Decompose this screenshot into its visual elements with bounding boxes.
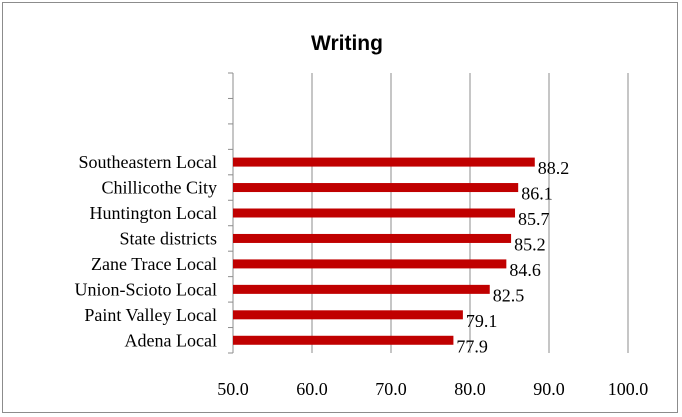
bar-3: [233, 208, 516, 218]
category-label-2: Chillicothe City: [102, 178, 218, 198]
value-label-5: 84.6: [509, 260, 540, 280]
bars: [233, 157, 535, 345]
x-tick-label-2: 60.0: [296, 379, 328, 399]
category-labels: Southeastern Local Chillicothe City Huntin…: [75, 152, 217, 350]
value-label-8: 77.9: [456, 336, 488, 356]
category-label-8: Adena Local: [125, 330, 217, 350]
value-labels: 88.2 86.1 85.7 85.2 84.6 82.5 79.1 77.9: [456, 158, 569, 356]
x-tick-label-5: 90.0: [533, 379, 565, 399]
x-tick-label-3: 70.0: [375, 379, 407, 399]
value-label-2: 86.1: [521, 184, 553, 204]
chart-title: Writing: [311, 32, 383, 55]
bar-6: [233, 284, 490, 294]
value-label-4: 85.2: [514, 234, 546, 254]
bar-chart: Writing Southeastern Local Chillicothe Ci…: [75, 32, 649, 399]
chart-frame: Writing Southeastern Local Chillicothe Ci…: [2, 2, 678, 413]
value-label-7: 79.1: [466, 311, 498, 331]
y-axis: [228, 72, 234, 354]
x-tick-label-6: 100.0: [608, 379, 649, 399]
bar-1: [233, 157, 535, 167]
bar-5: [233, 259, 507, 269]
x-tick-labels: 50.0 60.0 70.0 80.0 90.0 100.0: [217, 379, 648, 399]
x-tick-label-1: 50.0: [217, 379, 249, 399]
bar-8: [233, 335, 454, 345]
category-label-4: State districts: [120, 228, 218, 248]
category-label-6: Union-Scioto Local: [75, 279, 217, 299]
x-tick-label-4: 80.0: [454, 379, 486, 399]
bar-2: [233, 183, 519, 193]
category-label-1: Southeastern Local: [79, 152, 217, 172]
value-label-3: 85.7: [518, 209, 550, 229]
value-label-6: 82.5: [493, 285, 525, 305]
category-label-3: Huntington Local: [90, 203, 217, 223]
bar-7: [233, 310, 463, 320]
category-label-7: Paint Valley Local: [84, 305, 217, 325]
bar-4: [233, 233, 512, 243]
category-label-5: Zane Trace Local: [91, 254, 217, 274]
value-label-1: 88.2: [538, 158, 570, 178]
